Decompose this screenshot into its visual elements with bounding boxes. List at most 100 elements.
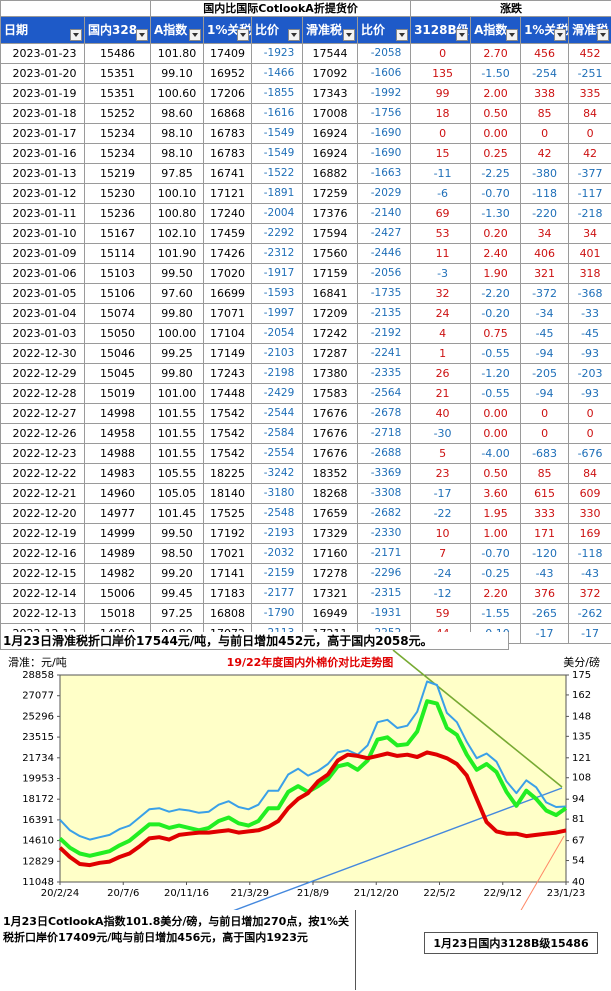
filter-dropdown-icon[interactable] <box>237 29 249 41</box>
cell-sp1[interactable]: -2584 <box>251 423 303 444</box>
cell-c1[interactable]: 99 <box>410 83 472 104</box>
cell-c2[interactable]: 0.00 <box>470 403 522 424</box>
cell-c3[interactable]: 85 <box>520 463 570 484</box>
cell-sl[interactable]: 18268 <box>302 483 358 504</box>
cell-sl[interactable]: 17676 <box>302 423 358 444</box>
cell-c4[interactable]: 0 <box>568 123 611 144</box>
cell-date[interactable]: 2022-12-13 <box>0 603 85 624</box>
cell-c4[interactable]: -262 <box>568 603 611 624</box>
cell-c3[interactable]: 615 <box>520 483 570 504</box>
cell-c2[interactable]: 3.60 <box>470 483 522 504</box>
cell-dom[interactable]: 15074 <box>84 303 151 324</box>
cell-c2[interactable]: 1.00 <box>470 523 522 544</box>
cell-c4[interactable]: -33 <box>568 303 611 324</box>
cell-idx[interactable]: 98.60 <box>150 103 204 124</box>
cell-tax[interactable]: 16868 <box>203 103 252 124</box>
cell-idx[interactable]: 101.00 <box>150 383 204 404</box>
cell-idx[interactable]: 100.80 <box>150 203 204 224</box>
cell-sp2[interactable]: -2564 <box>356 383 412 404</box>
cell-date[interactable]: 2023-01-09 <box>0 243 85 264</box>
cell-idx[interactable]: 99.45 <box>150 583 204 604</box>
cell-date[interactable]: 2022-12-28 <box>0 383 85 404</box>
cell-c2[interactable]: -2.20 <box>470 283 522 304</box>
cell-c4[interactable]: -43 <box>568 563 611 584</box>
cell-sp1[interactable]: -2198 <box>251 363 303 384</box>
cell-date[interactable]: 2022-12-21 <box>0 483 85 504</box>
cell-sp2[interactable]: -2192 <box>356 323 412 344</box>
cell-sp1[interactable]: -2292 <box>251 223 303 244</box>
cell-c4[interactable]: 372 <box>568 583 611 604</box>
cell-c3[interactable]: 0 <box>520 123 570 144</box>
cell-c2[interactable]: -0.70 <box>470 183 522 204</box>
cell-c4[interactable]: -93 <box>568 383 611 404</box>
cell-sl[interactable]: 17544 <box>302 43 358 64</box>
cell-c4[interactable]: 401 <box>568 243 611 264</box>
cell-c4[interactable]: -93 <box>568 343 611 364</box>
cell-c2[interactable]: -1.50 <box>470 63 522 84</box>
cell-dom[interactable]: 15045 <box>84 363 151 384</box>
cell-sp1[interactable]: -2004 <box>251 203 303 224</box>
cell-sp1[interactable]: -2103 <box>251 343 303 364</box>
cell-c3[interactable]: -94 <box>520 343 570 364</box>
cell-c4[interactable]: 84 <box>568 463 611 484</box>
cell-sp2[interactable]: -2688 <box>356 443 412 464</box>
cell-dom[interactable]: 15050 <box>84 323 151 344</box>
cell-sp1[interactable]: -2554 <box>251 443 303 464</box>
cell-date[interactable]: 2022-12-19 <box>0 523 85 544</box>
cell-date[interactable]: 2023-01-18 <box>0 103 85 124</box>
cell-sl[interactable]: 17092 <box>302 63 358 84</box>
cell-sp2[interactable]: -3308 <box>356 483 412 504</box>
cell-c4[interactable]: -218 <box>568 203 611 224</box>
cell-c3[interactable]: 338 <box>520 83 570 104</box>
filter-dropdown-icon[interactable] <box>456 29 469 41</box>
cell-sp1[interactable]: -3242 <box>251 463 303 484</box>
cell-idx[interactable]: 105.05 <box>150 483 204 504</box>
cell-c3[interactable]: 406 <box>520 243 570 264</box>
cell-date[interactable]: 2022-12-16 <box>0 543 85 564</box>
cell-sp1[interactable]: -1997 <box>251 303 303 324</box>
cell-c3[interactable]: 456 <box>520 43 570 64</box>
cell-c3[interactable]: 171 <box>520 523 570 544</box>
cell-sp2[interactable]: -1606 <box>356 63 412 84</box>
cell-c3[interactable]: -34 <box>520 303 570 324</box>
cell-c3[interactable]: 376 <box>520 583 570 604</box>
cell-sp2[interactable]: -2135 <box>356 303 412 324</box>
cell-sp1[interactable]: -1549 <box>251 143 303 164</box>
cell-tax[interactable]: 17071 <box>203 303 252 324</box>
cell-c2[interactable]: 0.75 <box>470 323 522 344</box>
cell-idx[interactable]: 99.50 <box>150 263 204 284</box>
cell-idx[interactable]: 101.55 <box>150 443 204 464</box>
cell-tax[interactable]: 17243 <box>203 363 252 384</box>
cell-sp2[interactable]: -2171 <box>356 543 412 564</box>
cell-sp1[interactable]: -1616 <box>251 103 303 124</box>
cell-dom[interactable]: 15046 <box>84 343 151 364</box>
cell-sp1[interactable]: -1923 <box>251 43 303 64</box>
cell-idx[interactable]: 98.10 <box>150 143 204 164</box>
filter-dropdown-icon[interactable] <box>288 29 300 41</box>
cell-dom[interactable]: 15219 <box>84 163 151 184</box>
cell-c1[interactable]: 15 <box>410 143 472 164</box>
column-header-3[interactable]: 1%关税 <box>203 16 252 44</box>
cell-c1[interactable]: -11 <box>410 163 472 184</box>
cell-date[interactable]: 2023-01-20 <box>0 63 85 84</box>
cell-c2[interactable]: 2.00 <box>470 83 522 104</box>
cell-sl[interactable]: 17560 <box>302 243 358 264</box>
cell-c4[interactable]: -368 <box>568 283 611 304</box>
cell-c1[interactable]: -12 <box>410 583 472 604</box>
cell-dom[interactable]: 15351 <box>84 63 151 84</box>
cell-sl[interactable]: 17209 <box>302 303 358 324</box>
cell-idx[interactable]: 99.20 <box>150 563 204 584</box>
cell-c2[interactable]: 1.95 <box>470 503 522 524</box>
cell-tax[interactable]: 17542 <box>203 423 252 444</box>
column-header-6[interactable]: 比价 <box>356 16 412 44</box>
cell-sp2[interactable]: -1690 <box>356 143 412 164</box>
cell-c2[interactable]: 2.70 <box>470 43 522 64</box>
cell-sp2[interactable]: -2678 <box>356 403 412 424</box>
filter-dropdown-icon[interactable] <box>554 29 567 41</box>
column-header-5[interactable]: 滑准税 <box>302 16 358 44</box>
cell-idx[interactable]: 99.80 <box>150 363 204 384</box>
cell-dom[interactable]: 15234 <box>84 123 151 144</box>
cell-idx[interactable]: 99.10 <box>150 63 204 84</box>
cell-dom[interactable]: 14983 <box>84 463 151 484</box>
cell-idx[interactable]: 99.50 <box>150 523 204 544</box>
